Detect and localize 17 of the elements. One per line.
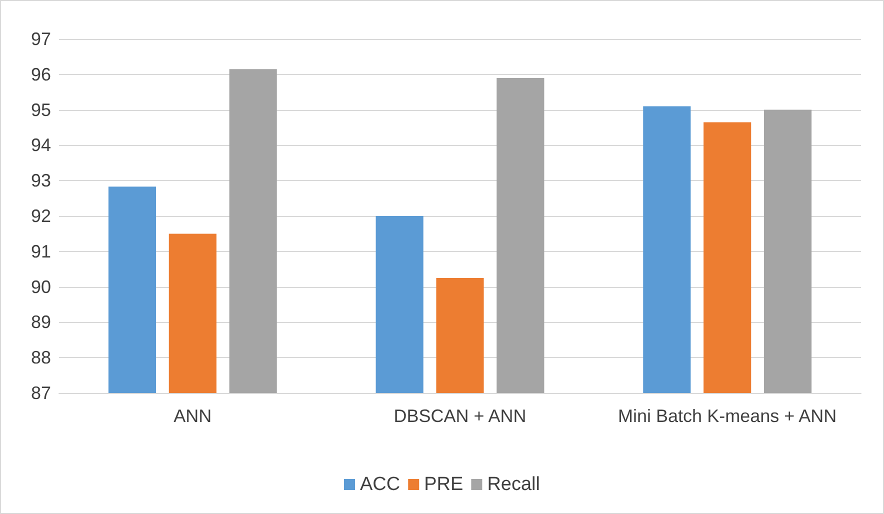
y-tick-label: 95 [30, 100, 51, 120]
legend-label: ACC [360, 474, 400, 495]
legend-label: PRE [424, 474, 464, 495]
x-tick-label: Mini Batch K-means + ANN [618, 406, 837, 426]
y-tick-label: 87 [30, 383, 51, 403]
y-tick-label: 94 [30, 135, 51, 156]
x-tick-label: ANN [174, 406, 212, 426]
legend-label: Recall [487, 474, 540, 495]
x-tick-label: DBSCAN + ANN [394, 406, 526, 426]
y-tick-label: 96 [30, 64, 51, 84]
y-tick-label: 91 [30, 241, 51, 262]
y-tick-label: 89 [30, 312, 51, 332]
y-tick-label: 97 [30, 29, 51, 49]
y-tick-label: 88 [30, 348, 51, 368]
y-tick-label: 90 [30, 276, 51, 297]
y-tick-label: 92 [30, 206, 51, 226]
y-tick-label: 93 [30, 170, 51, 191]
